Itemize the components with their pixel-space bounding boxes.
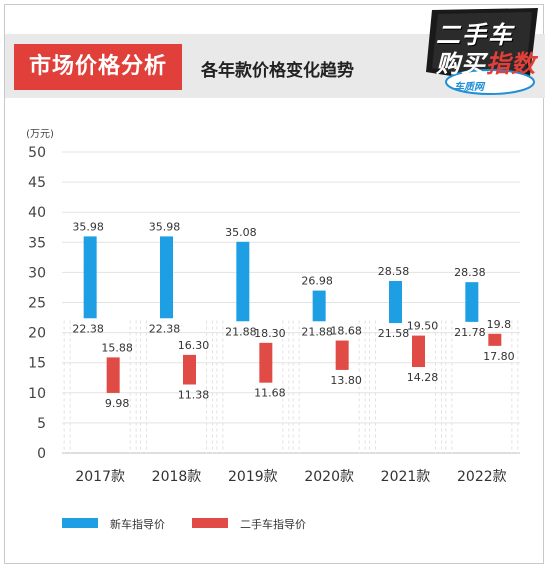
y-tick-label: 45 (28, 175, 46, 191)
used-car-price-bar (106, 357, 120, 393)
y-tick-label: 0 (37, 446, 46, 462)
logo-site: 车质网 (454, 82, 484, 93)
used-car-price-bar (412, 335, 425, 368)
new-car-high-label: 35.98 (72, 220, 104, 233)
new-car-price-bar (465, 282, 479, 322)
y-tick-label: 15 (28, 356, 46, 372)
used-car-high-label: 18.68 (330, 325, 362, 338)
logo-line1: 二手车 (436, 21, 514, 49)
used-car-low-label: 11.68 (254, 387, 286, 400)
new-car-high-label: 28.58 (378, 265, 410, 278)
used-car-price-bar (259, 342, 273, 383)
bars-layer (83, 236, 502, 393)
new-car-low-label: 21.88 (225, 325, 257, 338)
new-car-low-label: 21.88 (301, 325, 333, 338)
used-car-low-label: 14.28 (407, 371, 439, 384)
labels-layer: 35.98 22.38 15.88 9.98 35.98 22.38 16.30 11.38 3… (72, 220, 514, 410)
logo-line2: 购买指数 (436, 44, 536, 79)
y-tick-label: 5 (37, 416, 46, 432)
y-tick-label: 40 (28, 205, 46, 221)
logo-line2-b: 指数 (486, 50, 536, 78)
used-car-price-bar (335, 340, 349, 370)
axis-layer: 0 5 10 15 20 25 30 35 40 45 50 (万元) 2017款 2018款 2019款 2… (26, 129, 507, 485)
new-car-high-label: 28.38 (454, 266, 486, 279)
x-tick-label: 2020款 (304, 469, 354, 485)
legend-swatch-new-car (62, 518, 98, 528)
new-car-low-label: 22.38 (149, 322, 181, 335)
used-car-low-label: 11.38 (178, 388, 210, 401)
legend-label-used-car: 二手车指导价 (240, 518, 306, 531)
used-car-high-label: 19.8 (487, 318, 512, 331)
new-car-low-label: 21.58 (378, 327, 410, 340)
used-car-high-label: 16.30 (178, 339, 210, 352)
new-car-high-label: 35.08 (225, 226, 257, 239)
logo-badge-icon (426, 8, 538, 95)
page-title: 市场价格分析 (28, 54, 167, 79)
new-car-low-label: 22.38 (72, 322, 104, 335)
new-car-price-bar (312, 290, 326, 322)
logo-line2-a: 购买 (436, 50, 486, 78)
used-car-price-bar (183, 354, 196, 385)
y-tick-label: 30 (28, 265, 46, 281)
legend-label-new-car: 新车指导价 (110, 518, 165, 531)
used-car-high-label: 18.30 (254, 327, 286, 340)
used-car-low-label: 13.80 (330, 374, 362, 387)
new-car-high-label: 35.98 (149, 220, 181, 233)
new-car-price-bar (389, 280, 402, 324)
y-tick-label: 35 (28, 235, 46, 251)
used-car-price-bar (488, 333, 502, 346)
new-car-high-label: 26.98 (301, 275, 333, 288)
new-car-price-bar (236, 241, 250, 322)
x-tick-label: 2019款 (228, 469, 278, 485)
x-tick-label: 2021款 (381, 469, 431, 485)
y-axis-label: (万元) (26, 129, 54, 140)
y-tick-label: 20 (28, 326, 46, 342)
y-tick-label: 50 (28, 145, 46, 161)
new-car-price-bar (83, 236, 97, 319)
used-car-high-label: 15.88 (101, 341, 133, 354)
legend-swatch-used-car (192, 518, 228, 528)
used-car-high-label: 19.50 (407, 320, 439, 333)
new-car-low-label: 21.78 (454, 326, 486, 339)
title-tag (14, 44, 182, 90)
used-car-low-label: 9.98 (105, 397, 130, 410)
chart-subtitle: 各年款价格变化趋势 (201, 61, 354, 81)
x-tick-label: 2018款 (152, 469, 202, 485)
new-car-price-bar (160, 236, 173, 319)
grid-layer (62, 151, 520, 454)
used-car-low-label: 17.80 (483, 350, 515, 363)
x-tick-label: 2017款 (75, 469, 125, 485)
y-tick-label: 10 (28, 386, 46, 402)
y-tick-label: 25 (28, 296, 46, 312)
x-tick-label: 2022款 (457, 469, 507, 485)
